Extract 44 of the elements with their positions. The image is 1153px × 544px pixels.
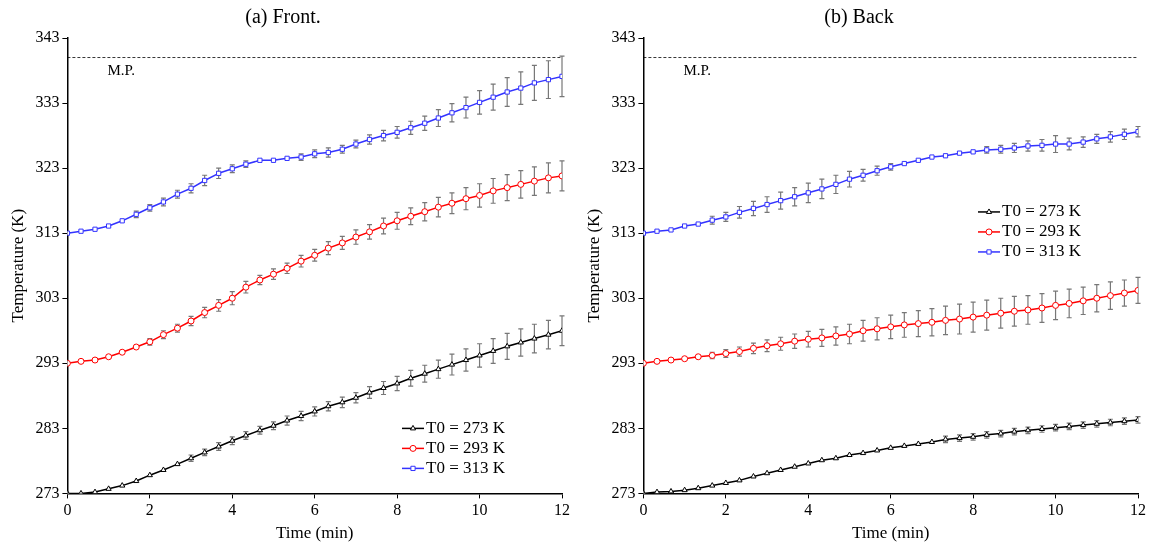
- x-axis-title: Time (min): [276, 523, 354, 543]
- x-tick-label: 12: [1130, 501, 1146, 519]
- x-tick-label: 8: [969, 501, 978, 519]
- x-axis-title: Time (min): [852, 523, 930, 543]
- x-tick-label: 10: [471, 501, 488, 519]
- y-axis-title: Temperature (K): [7, 208, 27, 323]
- x-tick-label: 8: [393, 501, 402, 519]
- y-tick-label: 313: [611, 223, 636, 241]
- legend-label: T0 = 273 K: [1002, 201, 1082, 221]
- legend-label: T0 = 313 K: [1002, 241, 1082, 261]
- x-tick-label: 4: [804, 501, 813, 519]
- y-tick-label: 343: [611, 28, 636, 46]
- y-tick-label: 323: [611, 158, 636, 176]
- x-tick-label: 0: [639, 501, 648, 519]
- y-tick-label: 293: [35, 353, 60, 371]
- y-tick-label: 323: [35, 158, 60, 176]
- ref-line-label: M.P.: [683, 61, 711, 78]
- y-tick-label: 283: [35, 418, 60, 436]
- y-tick-label: 273: [611, 483, 636, 501]
- x-tick-label: 2: [721, 501, 730, 519]
- x-tick-label: 0: [63, 501, 72, 519]
- y-tick-label: 293: [611, 353, 636, 371]
- x-tick-label: 4: [228, 501, 237, 519]
- ref-line-label: M.P.: [107, 61, 135, 78]
- y-tick-label: 333: [35, 93, 60, 111]
- legend-label: T0 = 313 K: [426, 457, 506, 477]
- y-tick-label: 333: [611, 93, 636, 111]
- y-tick-label: 273: [35, 483, 60, 501]
- x-tick-label: 2: [145, 501, 154, 519]
- legend-label: T0 = 293 K: [426, 437, 506, 457]
- x-tick-label: 12: [554, 501, 570, 519]
- y-tick-label: 303: [611, 288, 636, 306]
- x-tick-label: 6: [310, 501, 319, 519]
- y-tick-label: 303: [35, 288, 60, 306]
- chart-title: (b) Back: [824, 5, 894, 29]
- x-tick-label: 6: [886, 501, 895, 519]
- chart-title: (a) Front.: [245, 5, 321, 29]
- y-axis-title: Temperature (K): [583, 208, 603, 323]
- y-tick-label: 283: [611, 418, 636, 436]
- y-tick-label: 313: [35, 223, 60, 241]
- legend-label: T0 = 273 K: [426, 417, 506, 437]
- x-tick-label: 10: [1047, 501, 1064, 519]
- legend-label: T0 = 293 K: [1002, 221, 1082, 241]
- y-tick-label: 343: [35, 28, 60, 46]
